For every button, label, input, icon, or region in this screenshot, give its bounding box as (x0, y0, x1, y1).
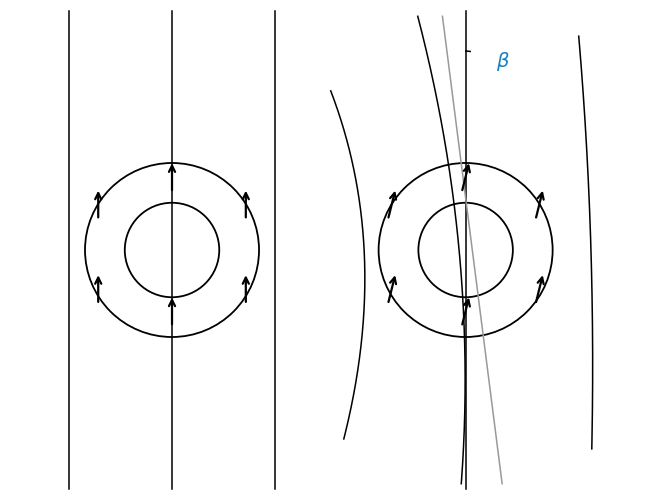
Text: $\beta$: $\beta$ (496, 50, 509, 72)
